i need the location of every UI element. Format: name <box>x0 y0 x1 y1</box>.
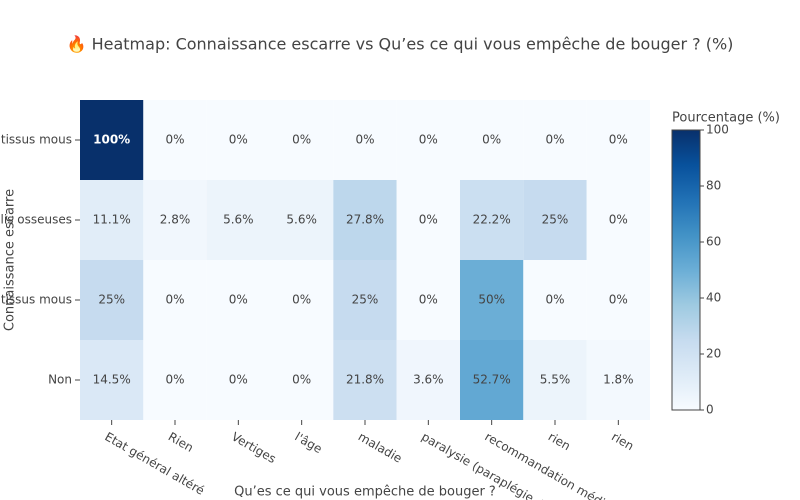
heatmap-cell <box>460 180 524 260</box>
heatmap-cell <box>333 100 397 180</box>
heatmap-cell <box>460 100 524 180</box>
heatmap-cell <box>80 340 144 420</box>
chart-title: 🔥 Heatmap: Connaissance escarre vs Qu’es… <box>67 35 734 54</box>
heatmap-cell <box>586 100 650 180</box>
cell-label: 22.2% <box>473 213 511 227</box>
cell-label: 1.8% <box>603 373 634 387</box>
heatmap-cell <box>586 340 650 420</box>
cell-label: 25% <box>352 293 379 307</box>
cell-label: 52.7% <box>473 373 511 387</box>
cell-label: 3.6% <box>413 373 444 387</box>
y-axis-title: Connaissance escarre <box>3 189 18 331</box>
cell-label: 0% <box>165 133 184 147</box>
colorbar <box>671 129 701 411</box>
y-tick-label: s tissus mous <box>0 133 72 147</box>
cell-label: 0% <box>482 133 501 147</box>
heatmap-cell <box>143 260 207 340</box>
cell-label: 0% <box>292 133 311 147</box>
heatmap-cell <box>396 180 460 260</box>
cell-label: 5.6% <box>286 213 317 227</box>
cell-label: 2.8% <box>160 213 191 227</box>
x-tick-label: Vertiges <box>229 430 278 467</box>
heatmap-cell <box>80 100 144 180</box>
y-tick-label: lis osseuses <box>1 213 72 227</box>
heatmap-cell <box>460 260 524 340</box>
cell-label: 0% <box>545 133 564 147</box>
colorbar-tick-label: 0 <box>706 403 714 417</box>
heatmap-cell <box>270 340 334 420</box>
heatmap-cell <box>333 260 397 340</box>
heatmap-cell <box>396 340 460 420</box>
heatmap-cell <box>206 100 270 180</box>
cell-label: 0% <box>609 293 628 307</box>
heatmap-cell <box>80 260 144 340</box>
heatmap-cell <box>460 340 524 420</box>
cell-label: 0% <box>165 373 184 387</box>
cell-label: 0% <box>355 133 374 147</box>
x-tick-label: Rien <box>166 430 196 455</box>
cell-label: 5.6% <box>223 213 254 227</box>
heatmap-cell <box>586 260 650 340</box>
heatmap-cell <box>270 100 334 180</box>
x-tick-label: rien <box>546 430 573 454</box>
cell-label: 25% <box>542 213 569 227</box>
cell-label: 0% <box>292 293 311 307</box>
cell-label: 0% <box>419 293 438 307</box>
heatmap-cell <box>270 260 334 340</box>
cell-label: 0% <box>229 133 248 147</box>
heatmap-cell <box>523 260 587 340</box>
heatmap-cell <box>333 340 397 420</box>
cell-label: 14.5% <box>93 373 131 387</box>
heatmap-cell <box>523 340 587 420</box>
cell-label: 0% <box>229 373 248 387</box>
heatmap-cell <box>143 340 207 420</box>
colorbar-tick-label: 40 <box>706 291 721 305</box>
heatmap-cell <box>523 100 587 180</box>
heatmap-cell <box>143 180 207 260</box>
cell-label: 27.8% <box>346 213 384 227</box>
x-tick-label: l'âge <box>292 430 324 457</box>
heatmap-cell <box>143 100 207 180</box>
heatmap-cell <box>586 180 650 260</box>
cell-label: 0% <box>545 293 564 307</box>
x-tick-label: maladie <box>356 430 405 466</box>
cell-label: 0% <box>165 293 184 307</box>
heatmap-cell <box>396 260 460 340</box>
cell-label: 21.8% <box>346 373 384 387</box>
colorbar-tick-label: 60 <box>706 235 721 249</box>
heatmap-cell <box>206 340 270 420</box>
heatmap-cell <box>206 260 270 340</box>
cell-label: 100% <box>93 133 130 147</box>
y-tick-label: Non <box>48 373 72 387</box>
x-tick-label: rien <box>609 430 636 454</box>
cell-label: 0% <box>609 133 628 147</box>
heatmap-cell <box>206 180 270 260</box>
cell-label: 0% <box>292 373 311 387</box>
colorbar-tick-label: 20 <box>706 347 721 361</box>
colorbar-tick-label: 100 <box>706 123 729 137</box>
cell-label: 0% <box>419 133 438 147</box>
cell-label: 0% <box>419 213 438 227</box>
cell-label: 5.5% <box>540 373 571 387</box>
x-axis-title: Qu’es ce qui vous empêche de bouger ? <box>234 485 496 500</box>
heatmap-cell <box>523 180 587 260</box>
cell-label: 25% <box>98 293 125 307</box>
y-tick-label: tissus mous <box>1 293 72 307</box>
cell-label: 0% <box>609 213 628 227</box>
cell-label: 11.1% <box>93 213 131 227</box>
cell-label: 0% <box>229 293 248 307</box>
heatmap-cell <box>333 180 397 260</box>
heatmap-cell <box>270 180 334 260</box>
heatmap-cell <box>396 100 460 180</box>
heatmap-cell <box>80 180 144 260</box>
colorbar-title: Pourcentage (%) <box>672 111 780 126</box>
cell-label: 50% <box>478 293 505 307</box>
colorbar-tick-label: 80 <box>706 179 721 193</box>
